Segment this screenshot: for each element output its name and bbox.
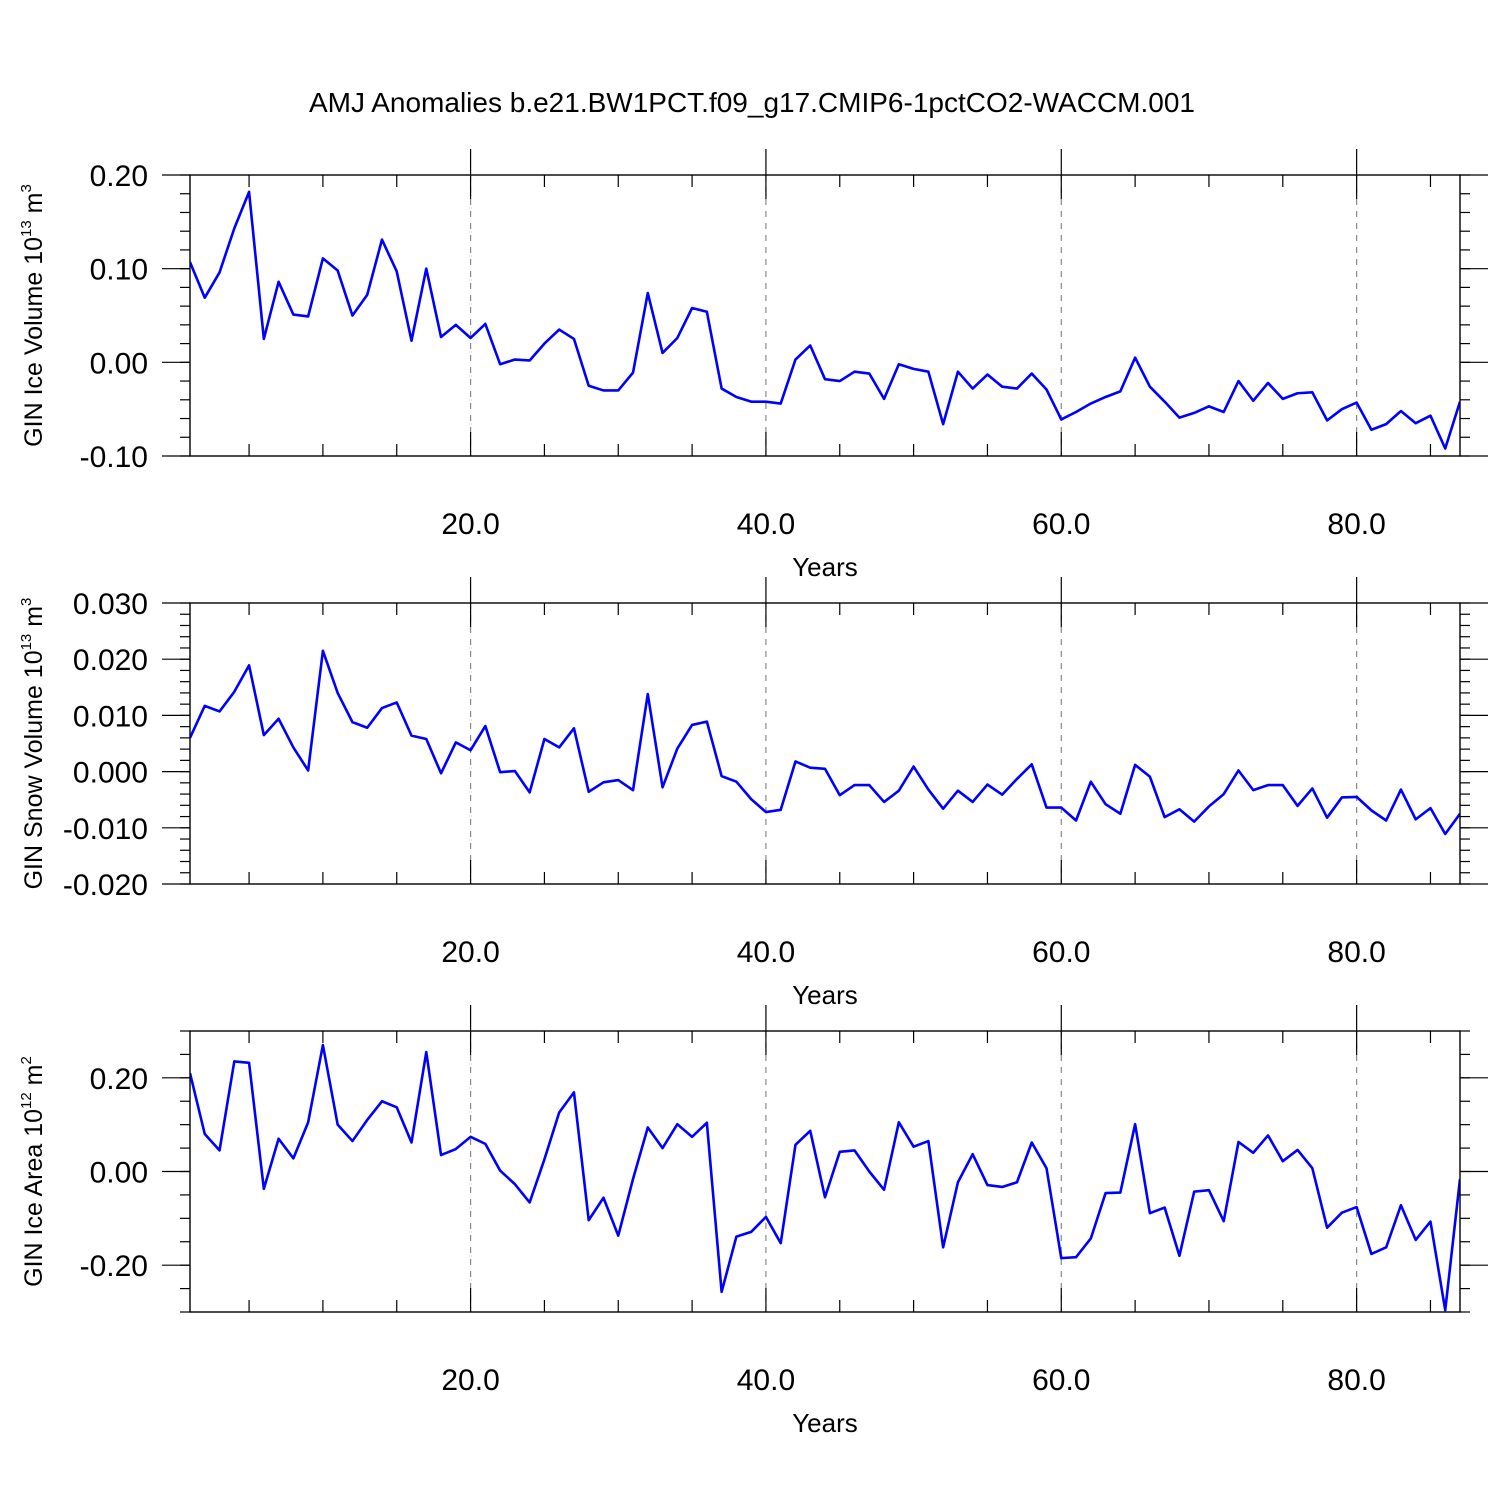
y-tick-label: 0.030 — [73, 588, 148, 621]
y-axis-label: GIN Snow Volume 1013 m3 — [18, 598, 48, 890]
y-tick-label: 0.000 — [73, 757, 148, 790]
y-tick-label: 0.00 — [90, 347, 148, 380]
y-tick-label: -0.10 — [80, 441, 148, 474]
x-tick-label: 60.0 — [1032, 1364, 1090, 1397]
x-tick-label: 40.0 — [737, 1364, 795, 1397]
x-tick-label: 80.0 — [1327, 1364, 1385, 1397]
series-line — [190, 1043, 1460, 1312]
x-tick-label: 60.0 — [1032, 508, 1090, 541]
y-tick-label: 0.20 — [90, 160, 148, 193]
y-tick-label: -0.020 — [63, 869, 148, 902]
x-axis-label: Years — [792, 1408, 858, 1438]
x-tick-label: 20.0 — [441, 508, 499, 541]
plot-frame — [189, 602, 1461, 885]
y-tick-label: -0.20 — [80, 1250, 148, 1283]
y-tick-label: 0.10 — [90, 254, 148, 287]
plot-frame — [189, 174, 1461, 457]
x-axis-label: Years — [792, 980, 858, 1010]
x-tick-label: 20.0 — [441, 936, 499, 969]
x-tick-label: 40.0 — [737, 508, 795, 541]
y-tick-label: 0.20 — [90, 1063, 148, 1096]
x-tick-label: 80.0 — [1327, 936, 1385, 969]
y-tick-label: 0.010 — [73, 700, 148, 733]
series-line — [190, 190, 1460, 450]
y-axis-label: GIN Ice Volume 1013 m3 — [18, 184, 48, 447]
figure-title: AMJ Anomalies b.e21.BW1PCT.f09_g17.CMIP6… — [309, 87, 1195, 118]
y-tick-label: -0.010 — [63, 813, 148, 846]
y-tick-label: 0.020 — [73, 644, 148, 677]
plot-frame — [189, 1030, 1461, 1313]
x-axis-label: Years — [792, 552, 858, 582]
series-line — [190, 649, 1460, 836]
x-tick-label: 80.0 — [1327, 508, 1385, 541]
y-tick-label: 0.00 — [90, 1157, 148, 1190]
x-tick-label: 20.0 — [441, 1364, 499, 1397]
y-axis-label: GIN Ice Area 1012 m2 — [18, 1056, 48, 1287]
x-tick-label: 40.0 — [737, 936, 795, 969]
panel-2: -0.020 -0.010 0.000 0.010 0.020 0.030 20.0 40.0… — [18, 577, 1488, 1010]
panel-3: -0.20 0.00 0.20 20.0 40.0 60.0 80.0 Years GIN Ic… — [18, 1005, 1488, 1438]
panel-1: -0.10 0.00 0.10 0.20 20.0 40.0 60.0 80.0 Years GI… — [18, 149, 1488, 582]
x-tick-label: 60.0 — [1032, 936, 1090, 969]
